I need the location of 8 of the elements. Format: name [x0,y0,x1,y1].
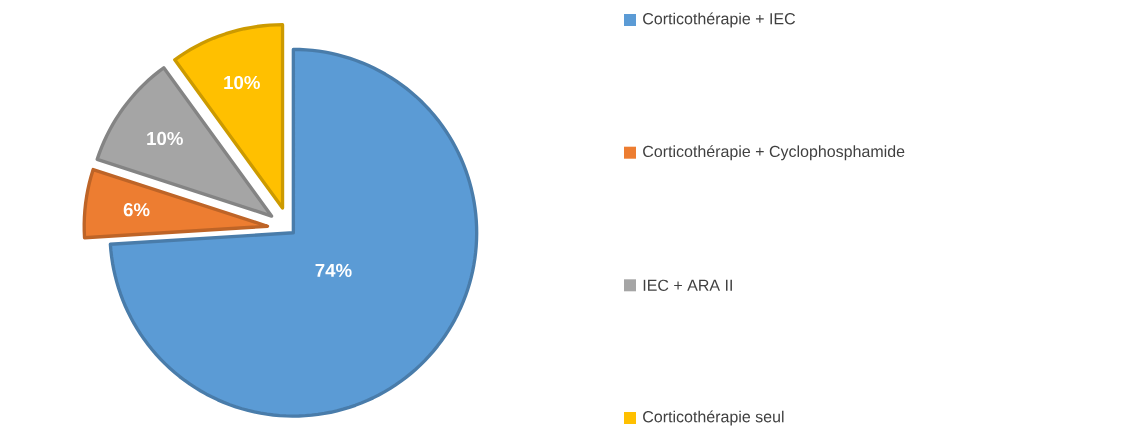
data-label: 74% [315,263,352,277]
data-label: 10% [224,75,260,90]
legend-label: IEC + ARA II [643,279,732,291]
legend-label: Corticothérapie seul [643,410,784,426]
data-label: 10% [147,131,183,146]
legend-label: Corticothérapie + Cyclophosphamide [643,145,905,161]
data-label: 6% [123,203,150,217]
legend-label: Corticothérapie + IEC [643,12,796,28]
